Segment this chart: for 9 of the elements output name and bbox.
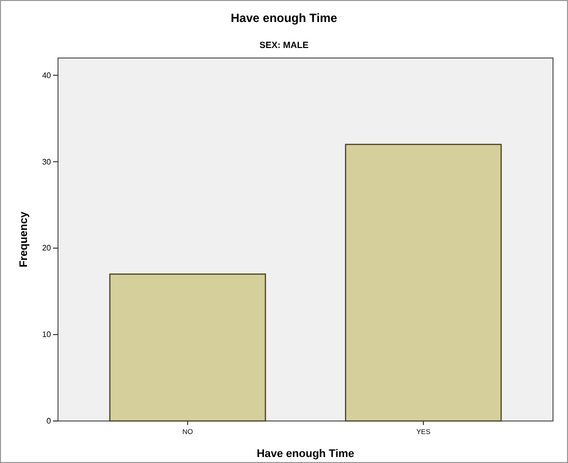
y-tick-label: 0: [46, 416, 52, 426]
y-tick-label: 10: [42, 330, 52, 340]
x-axis-title: Have enough Time: [256, 448, 354, 460]
y-tick-label: 40: [42, 70, 52, 80]
chart-subtitle: SEX: MALE: [259, 40, 309, 50]
y-tick-label: 20: [42, 244, 52, 253]
y-axis-title: Frequency: [18, 210, 30, 268]
y-tick-label: 30: [42, 157, 52, 166]
chart-title: Have enough Time: [230, 11, 338, 25]
